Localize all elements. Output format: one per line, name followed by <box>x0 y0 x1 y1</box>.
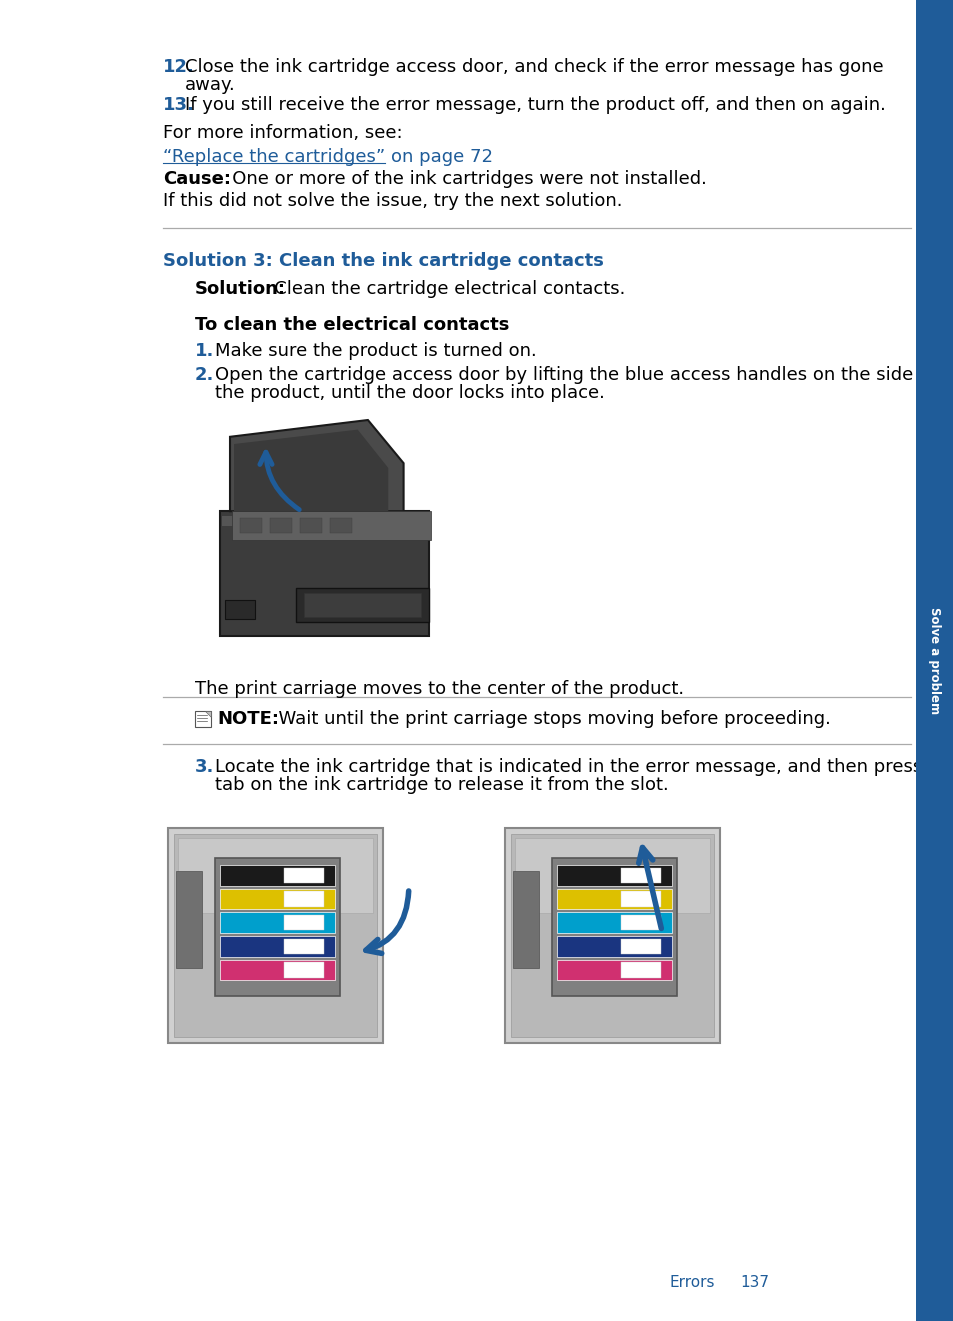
Polygon shape <box>230 420 403 511</box>
Bar <box>557 865 671 886</box>
Bar <box>284 868 323 882</box>
Bar <box>296 588 429 622</box>
Bar <box>220 913 335 933</box>
Bar <box>915 0 953 1321</box>
Bar <box>222 517 420 526</box>
Text: 1.: 1. <box>194 342 214 361</box>
Bar <box>168 828 382 1044</box>
Bar <box>299 518 322 532</box>
Text: Locate the ink cartridge that is indicated in the error message, and then press : Locate the ink cartridge that is indicat… <box>214 758 953 775</box>
Bar <box>178 838 373 913</box>
Bar <box>557 937 671 956</box>
Polygon shape <box>233 429 388 511</box>
Polygon shape <box>205 711 211 717</box>
Bar <box>620 963 660 978</box>
Text: 137: 137 <box>740 1275 768 1291</box>
Bar <box>557 913 671 933</box>
Text: Make sure the product is turned on.: Make sure the product is turned on. <box>214 342 537 361</box>
Bar <box>504 828 720 1044</box>
Text: Solution 3: Clean the ink cartridge contacts: Solution 3: Clean the ink cartridge cont… <box>163 252 603 269</box>
Bar <box>620 868 660 882</box>
Text: If you still receive the error message, turn the product off, and then on again.: If you still receive the error message, … <box>185 96 885 114</box>
Text: 12.: 12. <box>163 58 194 77</box>
Text: “Replace the cartridges” on page 72: “Replace the cartridges” on page 72 <box>163 148 493 166</box>
Bar <box>284 963 323 978</box>
Bar <box>284 915 323 930</box>
Bar <box>232 511 431 540</box>
Text: If this did not solve the issue, try the next solution.: If this did not solve the issue, try the… <box>163 192 622 210</box>
Bar <box>173 834 376 1037</box>
Bar <box>557 959 671 980</box>
Text: 3.: 3. <box>194 758 214 775</box>
Text: Solve a problem: Solve a problem <box>927 606 941 715</box>
Text: Open the cartridge access door by lifting the blue access handles on the side of: Open the cartridge access door by liftin… <box>214 366 935 384</box>
Text: For more information, see:: For more information, see: <box>163 124 402 141</box>
Bar <box>220 937 335 956</box>
Bar <box>270 518 292 532</box>
Bar <box>552 859 677 996</box>
Text: Close the ink cartridge access door, and check if the error message has gone: Close the ink cartridge access door, and… <box>185 58 882 77</box>
Bar <box>557 889 671 909</box>
Bar <box>515 838 709 913</box>
Text: 2.: 2. <box>194 366 214 384</box>
Bar <box>284 939 323 954</box>
Text: One or more of the ink cartridges were not installed.: One or more of the ink cartridges were n… <box>214 170 706 188</box>
Bar <box>240 518 262 532</box>
Bar <box>220 959 335 980</box>
Bar <box>330 518 352 532</box>
Bar <box>220 889 335 909</box>
Bar <box>620 939 660 954</box>
Bar <box>215 859 339 996</box>
Text: Solution:: Solution: <box>194 280 286 299</box>
Text: NOTE:: NOTE: <box>216 709 278 728</box>
Text: away.: away. <box>185 77 235 94</box>
Text: Cause:: Cause: <box>163 170 231 188</box>
Bar <box>620 892 660 906</box>
Bar <box>234 583 426 602</box>
Bar <box>194 711 211 727</box>
Bar <box>220 865 335 886</box>
Bar <box>284 892 323 906</box>
Bar <box>511 834 713 1037</box>
Bar <box>220 511 429 635</box>
Bar <box>513 871 538 968</box>
Bar <box>620 915 660 930</box>
Bar <box>175 871 202 968</box>
Text: the product, until the door locks into place.: the product, until the door locks into p… <box>214 384 604 402</box>
Text: Errors: Errors <box>669 1275 715 1291</box>
Text: Wait until the print carriage stops moving before proceeding.: Wait until the print carriage stops movi… <box>267 709 830 728</box>
Text: To clean the electrical contacts: To clean the electrical contacts <box>194 316 509 334</box>
Bar <box>225 600 254 620</box>
Bar <box>304 593 421 617</box>
Text: Clean the cartridge electrical contacts.: Clean the cartridge electrical contacts. <box>256 280 625 299</box>
Text: The print carriage moves to the center of the product.: The print carriage moves to the center o… <box>194 680 683 697</box>
Text: tab on the ink cartridge to release it from the slot.: tab on the ink cartridge to release it f… <box>214 775 668 794</box>
Text: 13.: 13. <box>163 96 194 114</box>
